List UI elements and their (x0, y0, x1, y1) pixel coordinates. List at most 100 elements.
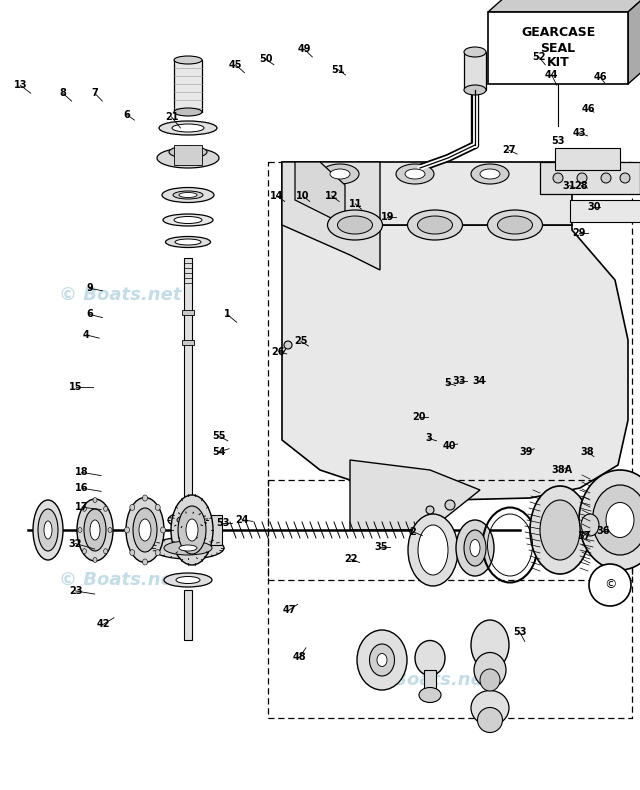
Bar (150, 518, 162, 542)
Ellipse shape (284, 341, 292, 349)
Ellipse shape (474, 653, 506, 687)
Ellipse shape (488, 210, 543, 240)
Text: © Boats.net: © Boats.net (369, 671, 492, 689)
Text: 36: 36 (596, 526, 610, 536)
Ellipse shape (178, 506, 206, 554)
Polygon shape (282, 162, 380, 270)
Bar (555, 148, 620, 170)
Ellipse shape (83, 549, 86, 554)
Bar (174, 60, 202, 112)
Text: 15: 15 (68, 382, 83, 392)
Ellipse shape (540, 500, 580, 560)
Ellipse shape (553, 173, 563, 183)
Text: 19: 19 (380, 213, 394, 222)
Text: 4: 4 (83, 330, 90, 340)
Ellipse shape (157, 148, 219, 168)
Text: 49: 49 (297, 44, 311, 54)
Text: 47: 47 (282, 605, 296, 615)
Text: 22: 22 (344, 555, 358, 564)
Ellipse shape (126, 498, 164, 562)
Text: 14: 14 (269, 191, 284, 201)
Ellipse shape (133, 508, 157, 552)
Ellipse shape (130, 504, 135, 510)
Bar (424, 670, 436, 695)
Ellipse shape (175, 239, 201, 245)
Polygon shape (282, 225, 628, 500)
Ellipse shape (477, 708, 502, 732)
Text: 6: 6 (86, 310, 93, 319)
Text: 7: 7 (92, 88, 98, 98)
Text: 53: 53 (513, 627, 527, 637)
Text: 9: 9 (86, 284, 93, 293)
Text: 1: 1 (224, 310, 230, 319)
Text: 38A: 38A (551, 465, 573, 475)
Text: 13: 13 (13, 81, 28, 90)
Ellipse shape (417, 216, 452, 234)
Text: 28: 28 (574, 181, 588, 190)
Bar (488, 12, 628, 84)
Polygon shape (350, 460, 480, 530)
Ellipse shape (179, 193, 197, 198)
Ellipse shape (593, 485, 640, 555)
Text: 30: 30 (587, 202, 601, 212)
Ellipse shape (164, 573, 212, 587)
Text: 46: 46 (593, 73, 607, 82)
Ellipse shape (330, 169, 350, 179)
Ellipse shape (108, 528, 112, 532)
Polygon shape (295, 162, 345, 225)
Text: 21: 21 (164, 112, 179, 122)
Text: 8: 8 (60, 88, 66, 98)
Ellipse shape (179, 545, 197, 551)
Ellipse shape (38, 509, 58, 551)
Ellipse shape (168, 512, 208, 528)
Ellipse shape (173, 191, 203, 199)
Ellipse shape (33, 500, 63, 560)
Text: 53: 53 (551, 136, 564, 146)
Ellipse shape (471, 164, 509, 184)
Ellipse shape (171, 495, 213, 565)
Text: © Boats.net: © Boats.net (308, 451, 431, 469)
Ellipse shape (143, 495, 147, 501)
Ellipse shape (174, 56, 202, 64)
Ellipse shape (464, 85, 486, 95)
Text: 32: 32 (68, 539, 83, 548)
Ellipse shape (84, 509, 106, 551)
Text: 29: 29 (572, 228, 586, 238)
Ellipse shape (77, 499, 113, 561)
Ellipse shape (161, 527, 166, 533)
Ellipse shape (471, 620, 509, 670)
Ellipse shape (369, 644, 394, 676)
Text: 16: 16 (75, 483, 89, 493)
Text: 42: 42 (97, 619, 111, 629)
Ellipse shape (143, 559, 147, 565)
Bar (464, 52, 486, 90)
Ellipse shape (163, 214, 213, 226)
Text: © Boats.net: © Boats.net (59, 286, 181, 304)
Text: 43: 43 (572, 128, 586, 137)
Bar (174, 145, 202, 165)
Ellipse shape (606, 502, 634, 537)
Text: 31: 31 (563, 181, 577, 190)
Text: 2: 2 (410, 527, 416, 536)
Ellipse shape (377, 653, 387, 667)
Ellipse shape (337, 216, 372, 234)
Ellipse shape (415, 641, 445, 675)
Text: 27: 27 (502, 145, 516, 155)
Bar (182, 310, 194, 315)
Text: 52: 52 (532, 52, 546, 62)
Text: 23: 23 (68, 586, 83, 596)
Text: 50: 50 (259, 55, 273, 64)
Bar (540, 162, 640, 194)
Ellipse shape (156, 550, 160, 555)
Ellipse shape (426, 506, 434, 514)
Text: 34: 34 (472, 376, 486, 386)
Text: 5: 5 (445, 378, 451, 388)
Text: 3: 3 (426, 434, 432, 443)
Ellipse shape (186, 519, 198, 541)
Ellipse shape (396, 164, 434, 184)
Bar (570, 200, 640, 222)
Ellipse shape (104, 506, 108, 511)
Ellipse shape (125, 527, 129, 533)
Text: 17: 17 (75, 502, 89, 512)
Polygon shape (628, 0, 640, 84)
